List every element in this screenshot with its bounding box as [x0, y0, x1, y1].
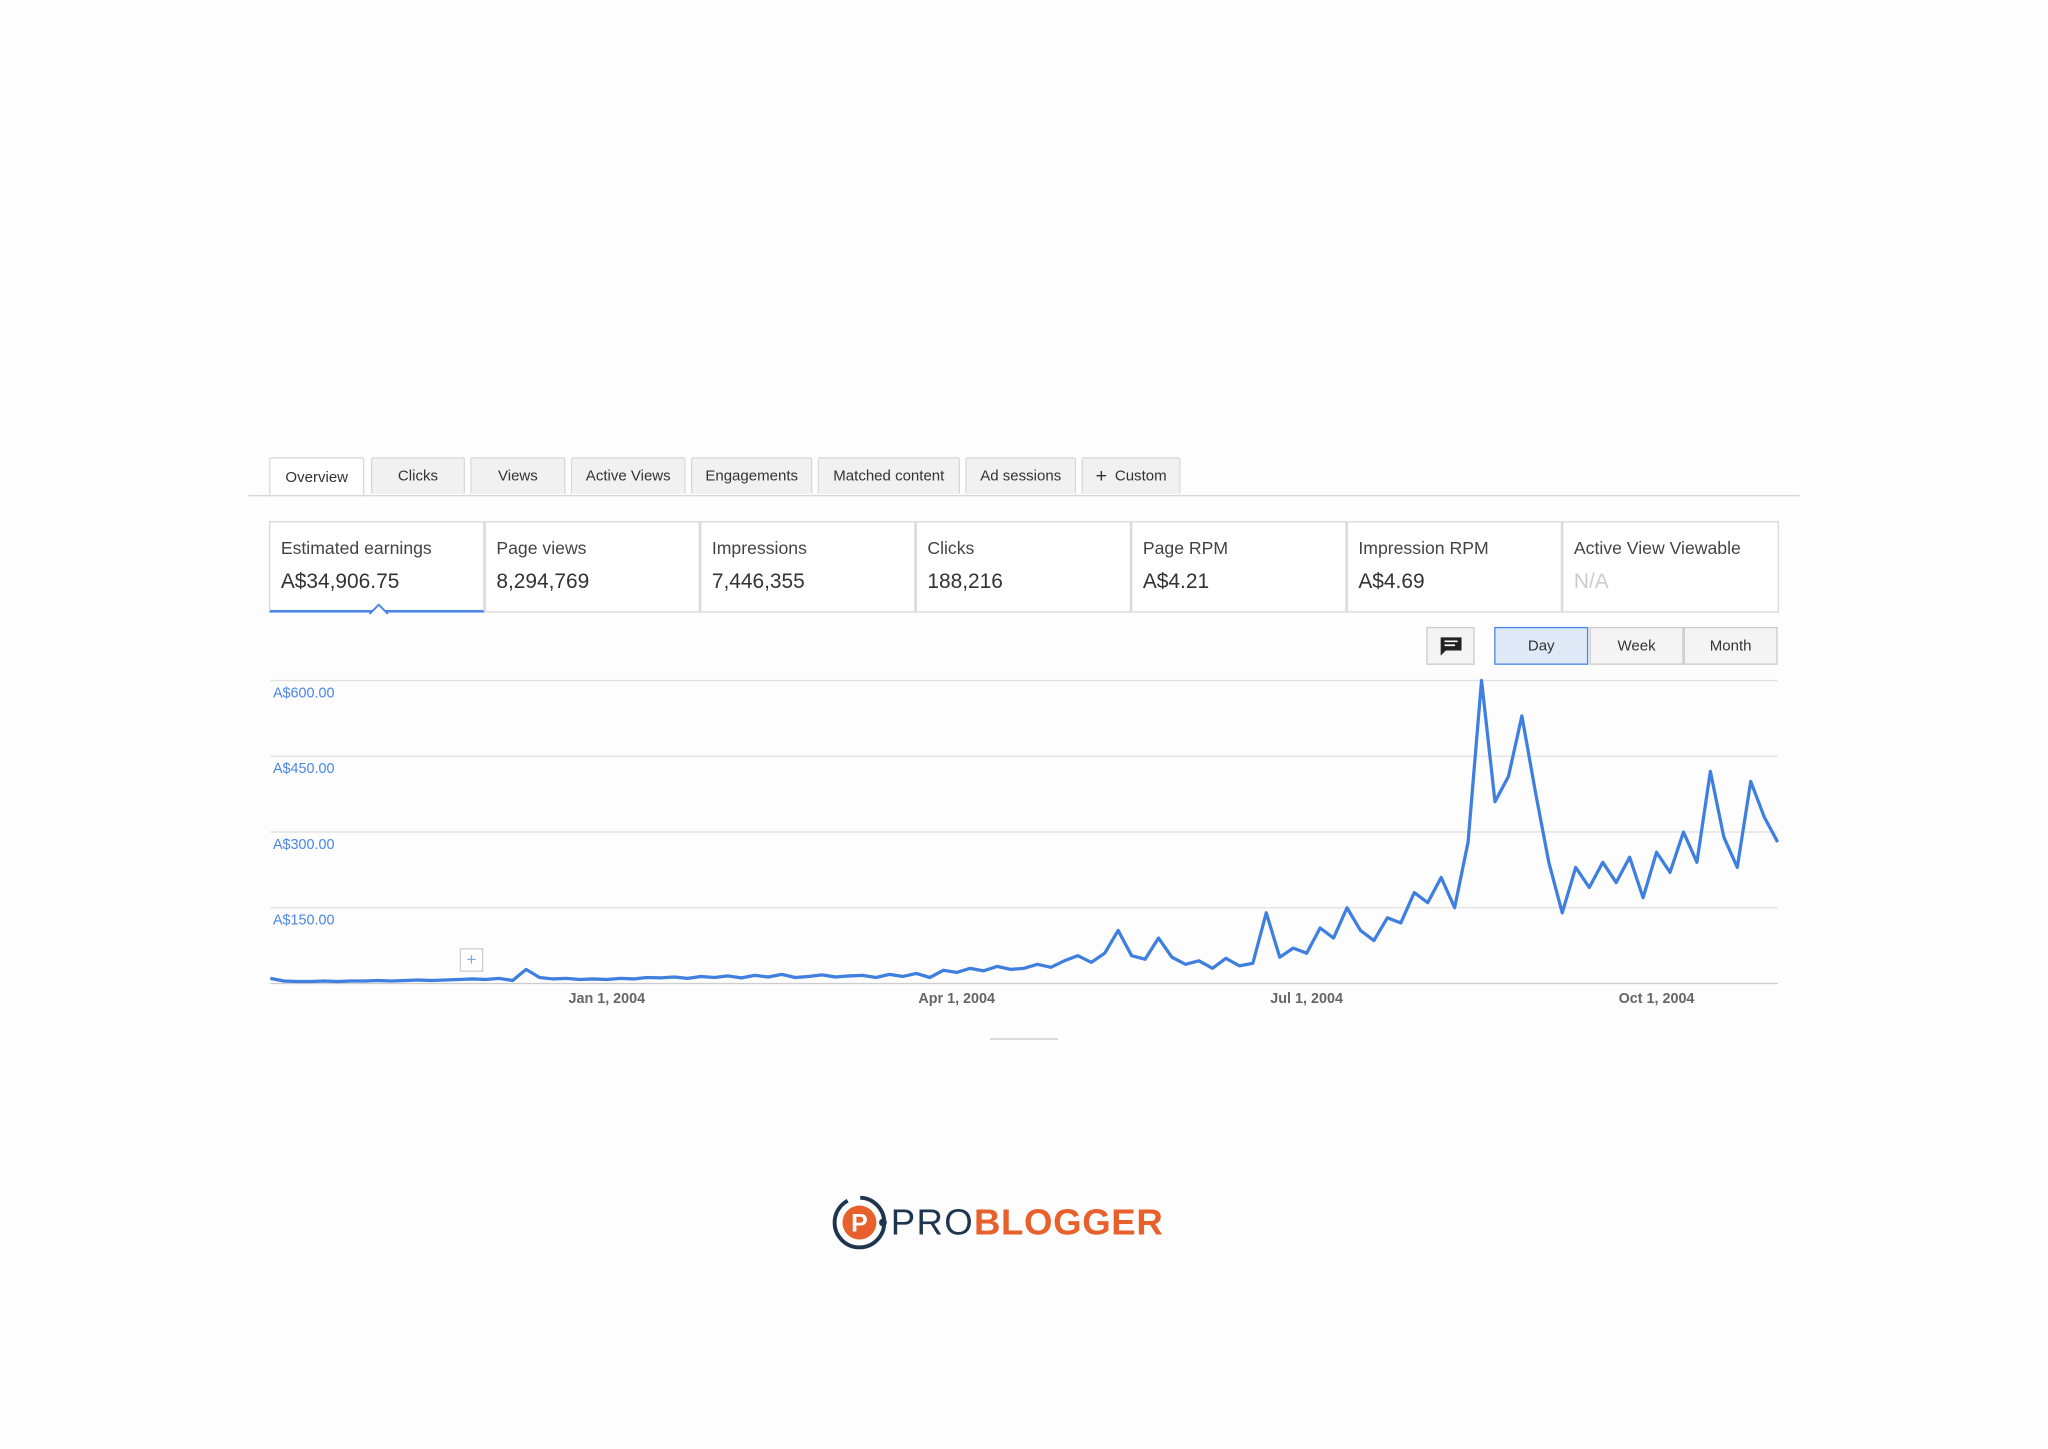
- annotation-button[interactable]: [1426, 626, 1475, 665]
- x-tick-label: Oct 1, 2004: [1619, 991, 1695, 1007]
- tab[interactable]: Clicks: [370, 457, 465, 494]
- earnings-line: [270, 678, 1780, 984]
- x-tick-label: Apr 1, 2004: [918, 991, 995, 1007]
- tab[interactable]: Overview: [269, 457, 365, 497]
- metric-label: Active View Viewable: [1573, 538, 1741, 558]
- tab[interactable]: Ad sessions: [965, 457, 1077, 494]
- metric-value: A$34,906.75: [280, 570, 400, 593]
- tab[interactable]: Views: [470, 457, 566, 494]
- y-tick-label: A$600.00: [273, 685, 334, 701]
- x-tick-label: Jan 1, 2004: [568, 991, 645, 1007]
- logo: P PRO BLOGGER: [831, 1192, 1164, 1252]
- metric[interactable]: Impression RPM A$4.69: [1346, 521, 1563, 613]
- tab-label: Custom: [1114, 468, 1167, 484]
- metric-label: Page RPM: [1142, 538, 1229, 558]
- resize-handle: [990, 1038, 1058, 1040]
- metric-label: Clicks: [927, 538, 975, 558]
- metric-label: Estimated earnings: [280, 538, 432, 558]
- metric-label: Page views: [496, 538, 587, 558]
- tab[interactable]: Active Views: [570, 457, 686, 494]
- tab[interactable]: Matched content: [817, 457, 960, 494]
- metric[interactable]: Estimated earnings A$34,906.75: [269, 521, 485, 613]
- svg-text:P: P: [851, 1211, 868, 1238]
- period-button[interactable]: Week: [1589, 626, 1684, 665]
- logo-icon: P: [832, 1195, 887, 1250]
- metric-value: A$4.21: [1142, 570, 1210, 593]
- period-button[interactable]: Month: [1683, 626, 1778, 665]
- selected-caret: [368, 603, 389, 615]
- logo-blogger: BLOGGER: [973, 1201, 1164, 1243]
- metric[interactable]: Impressions 7,446,355: [700, 521, 916, 613]
- period-button[interactable]: Day: [1494, 626, 1589, 665]
- metric-value: 7,446,355: [711, 570, 805, 593]
- y-tick-label: A$450.00: [273, 761, 334, 777]
- tab-rule: [248, 495, 1800, 497]
- metric[interactable]: Page views 8,294,769: [484, 521, 701, 613]
- y-tick-label: A$150.00: [273, 913, 334, 929]
- tab[interactable]: + Custom: [1081, 457, 1181, 494]
- metric[interactable]: Page RPM A$4.21: [1131, 521, 1347, 613]
- metric-value: 188,216: [927, 570, 1003, 593]
- metric-value: A$4.69: [1358, 570, 1425, 593]
- logo-pro: PRO: [890, 1201, 974, 1243]
- y-tick-label: A$300.00: [273, 837, 334, 853]
- metric[interactable]: Clicks 188,216: [915, 521, 1132, 613]
- metric-label: Impressions: [711, 538, 807, 558]
- comment-icon: [1439, 636, 1461, 656]
- plus-icon: +: [1095, 464, 1108, 488]
- earnings-chart: A$150.00 A$300.00 A$450.00 A$600.00 Jan 1, 2…: [270, 678, 1780, 1007]
- x-tick-label: Jul 1, 2004: [1270, 991, 1343, 1007]
- tab[interactable]: Engagements: [690, 457, 813, 494]
- metric-value: N/A: [1573, 570, 1609, 593]
- metric-value: 8,294,769: [496, 570, 590, 593]
- metric-label: Impression RPM: [1358, 538, 1489, 558]
- add-annotation[interactable]: +: [459, 948, 484, 972]
- metric[interactable]: Active View Viewable N/A: [1562, 521, 1779, 613]
